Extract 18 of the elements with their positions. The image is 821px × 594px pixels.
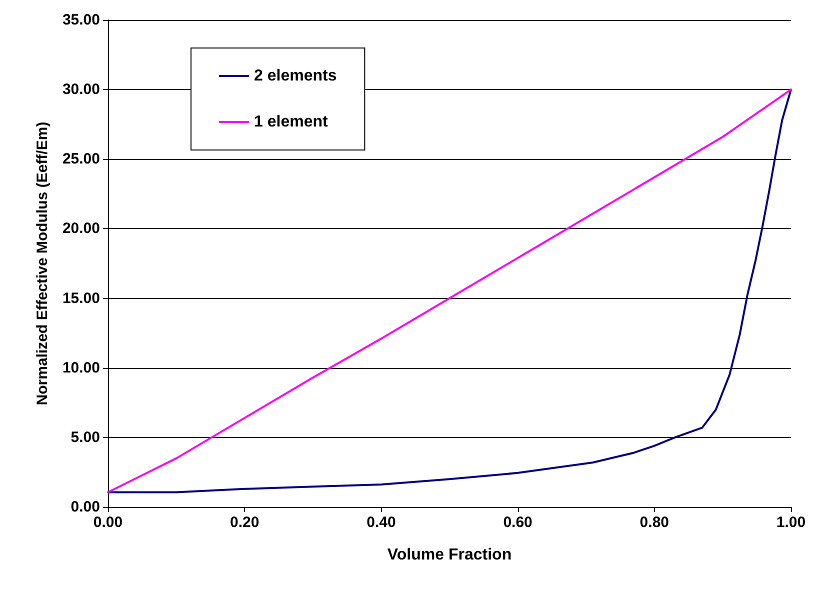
- x-tick-label: 0.80: [640, 514, 669, 531]
- y-tick-label: 35.00: [62, 12, 100, 28]
- legend-label: 1 element: [254, 114, 328, 130]
- x-axis-title: Volume Fraction: [387, 546, 512, 564]
- legend-label: 2 elements: [254, 68, 337, 84]
- x-tick-label: 0.60: [503, 514, 532, 531]
- y-tick-label: 10.00: [62, 359, 100, 376]
- y-tick-label: 20.00: [62, 220, 100, 238]
- y-tick-label: 5.00: [70, 428, 100, 446]
- y-tick-label: 15.00: [62, 290, 100, 307]
- y-tick-label: 0.00: [70, 498, 100, 516]
- x-tick-label: 0.40: [366, 514, 396, 531]
- x-tick-label: 1.00: [776, 514, 806, 531]
- y-tick-label: 30.00: [62, 81, 100, 98]
- x-tick-label: 0.20: [230, 514, 260, 531]
- x-tick-label: 0.00: [93, 514, 123, 531]
- y-axis-title: Normalized Effective Modulus (Eeff/Em): [34, 122, 51, 406]
- y-tick-label: 25.00: [62, 150, 100, 168]
